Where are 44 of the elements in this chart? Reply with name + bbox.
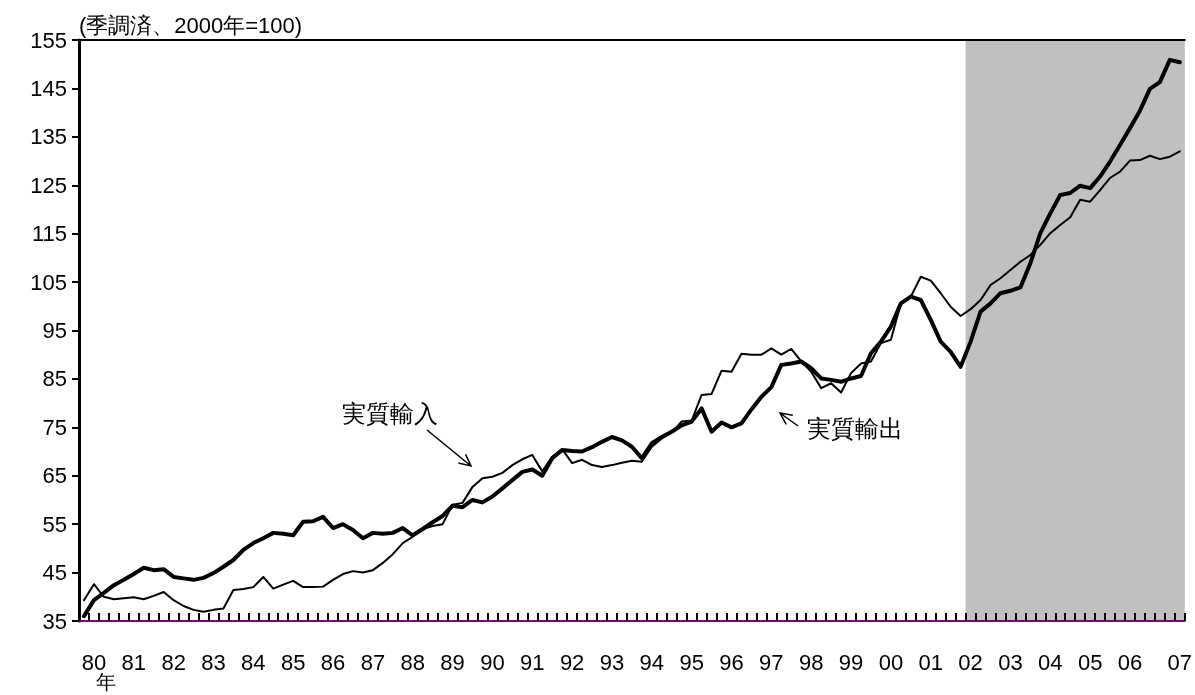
y-tick-label: 155	[30, 27, 67, 53]
x-tick-label: 00	[878, 649, 904, 675]
text: 実質輸入	[342, 399, 438, 427]
y-tick-label: 75	[42, 414, 67, 440]
x-tick-label: 87	[360, 649, 386, 675]
y-axis-title: (季調済、2000年=100)	[79, 12, 303, 38]
y-tick-label: 145	[30, 75, 67, 101]
y-tick-label: 85	[42, 366, 67, 392]
x-tick-label: 02	[958, 649, 983, 675]
y-tick-label: 65	[42, 463, 67, 489]
x-tick-label: 86	[320, 649, 346, 675]
x-tick-label: 04	[1038, 649, 1063, 675]
x-tick-label: 01	[918, 649, 943, 675]
x-tick-label: 82	[161, 649, 186, 675]
y-tick-label: 125	[30, 172, 67, 198]
x-tick-label: 06	[1117, 649, 1143, 675]
y-tick-label: 135	[30, 124, 67, 150]
x-tick-label: 83	[201, 649, 226, 675]
x-tick-label: 94	[639, 649, 665, 675]
y-tick-label: 105	[30, 269, 67, 295]
x-tick-label: 91	[520, 649, 545, 675]
x-tick-label: 07	[1167, 649, 1193, 675]
y-tick-label: 95	[42, 318, 67, 343]
x-axis-title: 年	[96, 671, 116, 693]
x-tick-label: 05	[1077, 649, 1103, 675]
y-tick-label: 115	[31, 221, 67, 247]
x-tick-label: 88	[400, 649, 425, 675]
x-tick-label: 92	[559, 649, 585, 675]
x-tick-label: 93	[599, 649, 625, 675]
x-tick-label: 84	[241, 649, 266, 675]
y-tick-label: 35	[42, 608, 67, 634]
x-tick-label: 99	[838, 649, 864, 675]
x-tick-label: 96	[719, 649, 744, 675]
x-tick-label: 03	[998, 649, 1023, 675]
x-tick-label: 89	[440, 649, 465, 675]
x-tick-label: 85	[280, 649, 306, 675]
y-tick-label: 45	[42, 560, 67, 586]
x-tick-label: 90	[480, 649, 505, 675]
y-tick-label: 55	[42, 511, 67, 537]
x-tick-label: 81	[121, 649, 147, 675]
x-tick-label: 98	[798, 649, 824, 675]
x-tick-label: 95	[679, 649, 704, 675]
legend-label: 実質輸出	[807, 414, 903, 442]
x-tick-label: 97	[759, 649, 784, 675]
